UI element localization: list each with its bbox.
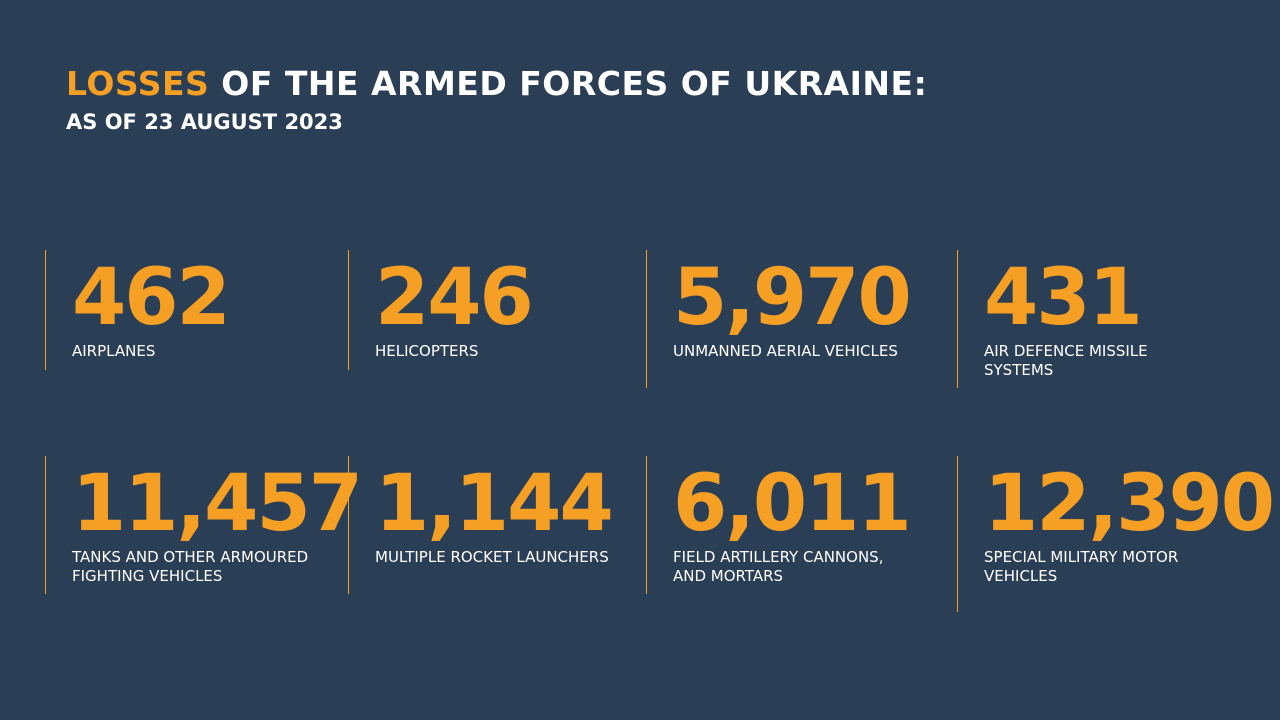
stat-label-line-1: MULTIPLE ROCKET LAUNCHERS: [375, 548, 609, 566]
stat-field-artillery: 6,011 FIELD ARTILLERY CANNONS, AND MORTAR…: [646, 456, 954, 594]
stat-label: FIELD ARTILLERY CANNONS, AND MORTARS: [673, 548, 883, 586]
stat-label: SPECIAL MILITARY MOTOR VEHICLES: [984, 548, 1178, 586]
stat-value: 5,970: [673, 253, 912, 343]
header: LOSSES OF THE ARMED FORCES OF UKRAINE: A…: [66, 64, 927, 136]
stat-label: HELICOPTERS: [375, 342, 478, 361]
stat-value: 1,144: [375, 459, 614, 549]
stat-special-military-motor-vehicles: 12,390 SPECIAL MILITARY MOTOR VEHICLES: [957, 456, 1275, 612]
stat-multiple-rocket-launchers: 1,144 MULTIPLE ROCKET LAUNCHERS: [348, 456, 643, 594]
stat-unmanned-aerial-vehicles: 5,970 UNMANNED AERIAL VEHICLES: [646, 250, 954, 388]
stat-label: UNMANNED AERIAL VEHICLES: [673, 342, 898, 361]
stat-label-line-1: AIR DEFENCE MISSILE: [984, 342, 1148, 360]
stat-label-line-1: AIRPLANES: [72, 342, 156, 360]
stat-value: 11,457: [72, 459, 363, 549]
stat-value: 246: [375, 253, 534, 343]
stat-tanks-armoured-vehicles: 11,457 TANKS AND OTHER ARMOURED FIGHTING …: [45, 456, 363, 594]
page-title: LOSSES OF THE ARMED FORCES OF UKRAINE:: [66, 64, 927, 104]
stat-label: TANKS AND OTHER ARMOURED FIGHTING VEHICLE…: [72, 548, 308, 586]
stat-value: 431: [984, 253, 1143, 343]
stat-value: 12,390: [984, 459, 1275, 549]
stat-air-defence-missile-systems: 431 AIR DEFENCE MISSILE SYSTEMS: [957, 250, 1257, 388]
stat-label-line-2: SYSTEMS: [984, 361, 1054, 379]
stat-helicopters: 246 HELICOPTERS: [348, 250, 643, 370]
stat-airplanes: 462 AIRPLANES: [45, 250, 345, 370]
stat-label-line-1: FIELD ARTILLERY CANNONS,: [673, 548, 884, 566]
stat-label-line-2: FIGHTING VEHICLES: [72, 567, 223, 585]
stat-label: AIRPLANES: [72, 342, 155, 361]
stat-label-line-1: TANKS AND OTHER ARMOURED: [72, 548, 309, 566]
title-rest: OF THE ARMED FORCES OF UKRAINE:: [209, 64, 928, 103]
stat-label-line-1: HELICOPTERS: [375, 342, 479, 360]
page-subtitle: AS OF 23 AUGUST 2023: [66, 110, 343, 134]
stat-label-line-2: AND MORTARS: [673, 567, 784, 585]
stat-value: 6,011: [673, 459, 912, 549]
stat-value: 462: [72, 253, 231, 343]
title-accent: LOSSES: [66, 64, 210, 103]
stat-label: AIR DEFENCE MISSILE SYSTEMS: [984, 342, 1148, 380]
stat-label: MULTIPLE ROCKET LAUNCHERS: [375, 548, 609, 567]
stat-label-line-1: SPECIAL MILITARY MOTOR: [984, 548, 1179, 566]
stat-label-line-1: UNMANNED AERIAL VEHICLES: [673, 342, 898, 360]
stat-label-line-2: VEHICLES: [984, 567, 1058, 585]
